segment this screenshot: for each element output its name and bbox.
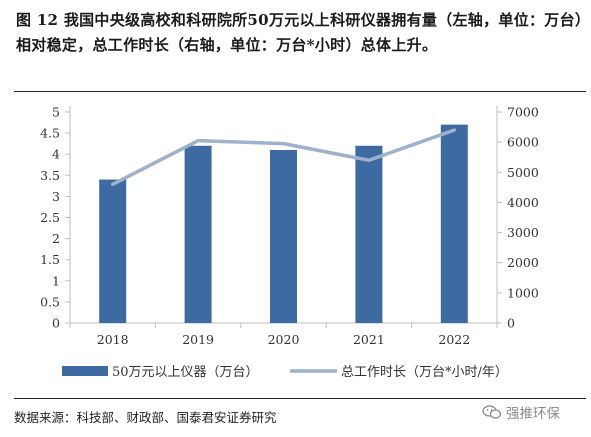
bar bbox=[355, 145, 383, 323]
left-tick-label: 5 bbox=[52, 105, 60, 120]
bar bbox=[184, 145, 212, 323]
combo-chart: 0 0.5 1 1.5 2 2.5 3 3.5 4 4.5 5 0 1000 2000 3000 4000 50… bbox=[40, 105, 539, 381]
x-tick-label: 2020 bbox=[268, 332, 300, 347]
left-tick-label: 4 bbox=[52, 147, 60, 162]
left-tick-label: 1 bbox=[52, 273, 60, 288]
bar bbox=[99, 179, 127, 323]
left-tick-label: 0.5 bbox=[40, 294, 60, 309]
right-tick-label: 0 bbox=[507, 316, 515, 331]
bar bbox=[440, 124, 468, 323]
left-tick-label: 0 bbox=[52, 316, 60, 331]
right-tick-label: 5000 bbox=[507, 165, 539, 180]
left-tick-label: 4.5 bbox=[40, 126, 60, 141]
watermark-text: 强推环保 bbox=[506, 406, 560, 422]
bottom-rule bbox=[14, 398, 586, 399]
x-tick-label: 2018 bbox=[97, 332, 129, 347]
right-tick-label: 3000 bbox=[507, 225, 539, 240]
x-tick-label: 2019 bbox=[182, 332, 214, 347]
left-tick-label: 2.5 bbox=[40, 210, 60, 225]
watermark: 强推环保 bbox=[482, 402, 560, 422]
line-point bbox=[367, 158, 371, 162]
bar bbox=[270, 149, 297, 323]
right-tick-label: 4000 bbox=[507, 195, 539, 210]
legend-bar-swatch bbox=[62, 366, 108, 376]
left-tick-label: 3 bbox=[52, 189, 60, 204]
line-point bbox=[452, 128, 456, 132]
line-point bbox=[282, 142, 285, 146]
x-tick-label: 2021 bbox=[353, 332, 385, 347]
legend-line-label: 总工作时长（万台*小时/年） bbox=[341, 365, 508, 380]
chat-bubble-icon bbox=[482, 405, 502, 419]
right-tick-label: 7000 bbox=[507, 105, 539, 120]
line-point bbox=[196, 139, 200, 143]
line-point bbox=[111, 182, 115, 186]
right-tick-label: 1000 bbox=[507, 285, 539, 300]
top-rule bbox=[14, 91, 586, 92]
left-tick-label: 1.5 bbox=[40, 252, 60, 267]
right-tick-label: 6000 bbox=[507, 135, 539, 150]
right-tick-label: 2000 bbox=[507, 255, 539, 270]
figure-caption: 图 12 我国中央级高校和科研院所50万元以上科研仪器拥有量（左轴，单位：万台）… bbox=[16, 11, 583, 54]
x-tick-label: 2022 bbox=[438, 332, 470, 347]
source-note: 数据来源：科技部、财政部、国泰君安证券研究 bbox=[14, 410, 277, 425]
legend-bar-label: 50万元以上仪器（万台） bbox=[112, 365, 259, 380]
left-tick-label: 2 bbox=[52, 231, 60, 246]
left-tick-label: 3.5 bbox=[40, 168, 60, 183]
